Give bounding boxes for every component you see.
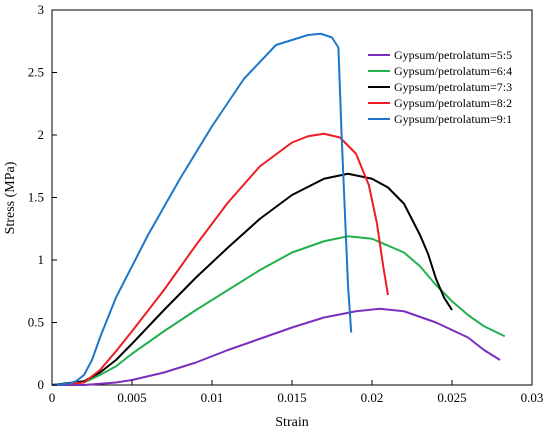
x-tick-label: 0.015 xyxy=(277,390,306,405)
y-tick-label: 1.5 xyxy=(28,190,44,205)
series-line xyxy=(51,32,353,386)
series-lines xyxy=(51,32,506,386)
legend-entry: Gypsum/petrolatum=5:5 xyxy=(394,48,512,62)
legend-entry: Gypsum/petrolatum=6:4 xyxy=(394,64,512,78)
y-tick-label: 1 xyxy=(38,252,45,267)
legend-entry: Gypsum/petrolatum=7:3 xyxy=(394,80,512,94)
y-tick-label: 2 xyxy=(38,127,45,142)
legend: Gypsum/petrolatum=5:5 Gypsum/petrolatum=6… xyxy=(368,48,512,126)
y-axis-label: Stress (MPa) xyxy=(3,161,18,234)
x-tick-label: 0.005 xyxy=(117,390,146,405)
x-tick-label: 0.01 xyxy=(201,390,224,405)
x-axis-label: Strain xyxy=(275,415,308,430)
axes: 0 0.005 0.01 0.015 0.02 0.025 0.03 0 0.5 1 1.5 2 2.5… xyxy=(28,2,544,405)
series-line xyxy=(51,235,506,386)
legend-entry: Gypsum/petrolatum=8:2 xyxy=(394,96,512,110)
x-tick-label: 0.025 xyxy=(437,390,466,405)
series-line xyxy=(52,307,501,386)
x-tick-label: 0.02 xyxy=(361,390,384,405)
x-tick-label: 0 xyxy=(49,390,56,405)
series-line xyxy=(51,172,453,386)
series-line xyxy=(51,132,389,386)
y-tick-label: 2.5 xyxy=(28,65,44,80)
y-tick-label: 3 xyxy=(38,2,45,17)
y-tick-label: 0.5 xyxy=(28,315,44,330)
y-tick-label: 0 xyxy=(38,377,45,392)
x-tick-label: 0.03 xyxy=(521,390,544,405)
legend-entry: Gypsum/petrolatum=9:1 xyxy=(394,112,512,126)
